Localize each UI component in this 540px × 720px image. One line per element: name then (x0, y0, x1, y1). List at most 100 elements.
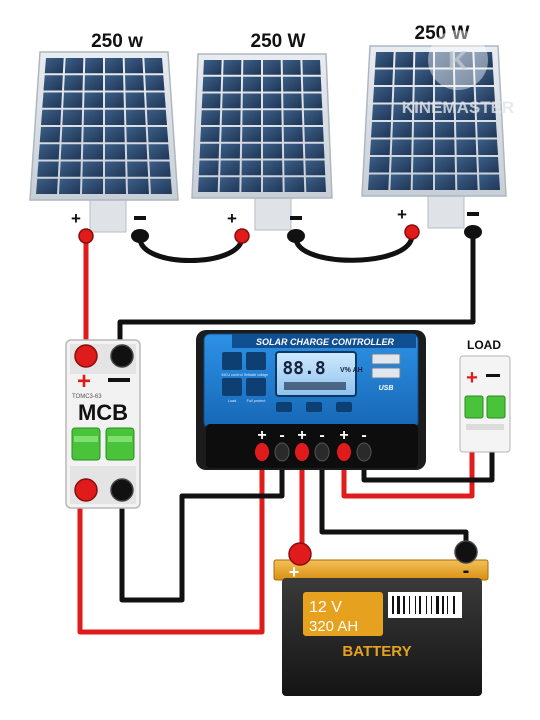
panel-cell (475, 69, 494, 85)
controller-label-mcu: MCU control (221, 373, 242, 377)
panel-cell (222, 76, 242, 92)
panel-cell (64, 75, 83, 91)
panel-cell (263, 76, 282, 92)
panel-cell (477, 139, 498, 155)
panel-cell (105, 178, 126, 194)
panel-cell (203, 60, 222, 75)
panel-cell (59, 178, 81, 194)
barcode-bar (419, 596, 421, 614)
controller-down-button[interactable] (336, 402, 352, 412)
panel-minus-sign (134, 216, 146, 220)
panel-cell (223, 60, 242, 75)
panel-positive-terminal[interactable] (234, 228, 250, 244)
controller-battery-positive-terminal[interactable] (295, 443, 309, 461)
panel-negative-terminal[interactable] (287, 229, 305, 243)
panel-cell (263, 93, 282, 109)
panel-cell (61, 127, 82, 143)
wire-panel1-panel2 (137, 235, 245, 263)
panel-cell (302, 60, 321, 75)
panel-cell (455, 69, 474, 85)
panel-cell (456, 122, 476, 138)
barcode-bar (397, 596, 400, 614)
panel-cell (263, 127, 282, 142)
load-breaker-toggle-left[interactable] (464, 395, 484, 419)
panel-cell (455, 104, 475, 120)
panel-cell (476, 104, 496, 120)
barcode-bar (403, 596, 405, 614)
load-breaker-toggle-right[interactable] (486, 395, 506, 419)
mcb-output-positive-terminal[interactable] (74, 478, 98, 502)
panel-cell (124, 58, 144, 74)
panel-cell (84, 92, 103, 108)
panel-cell (146, 92, 166, 108)
mcb-toggle-left[interactable] (71, 427, 101, 461)
mcb-input-positive-terminal[interactable] (74, 344, 98, 368)
panel-cell (63, 92, 83, 108)
solar-panel-1: 250 w + (29, 31, 179, 244)
controller-menu-button[interactable] (276, 402, 292, 412)
controller-load-positive-terminal[interactable] (337, 443, 351, 461)
panel-cell (435, 174, 456, 190)
panel-cell (42, 92, 62, 108)
controller-solar-negative-terminal[interactable] (274, 442, 290, 462)
controller-terminal-sign: + (339, 427, 348, 444)
panel-cell (241, 177, 261, 192)
panel-cell (105, 144, 126, 160)
controller-terminal-signs: + - + - + - (257, 427, 366, 444)
panel-cell (126, 144, 148, 160)
panel-cell (263, 60, 281, 75)
load-label: LOAD (467, 338, 501, 352)
panel-positive-terminal[interactable] (404, 224, 420, 240)
panel-cell (241, 143, 261, 159)
controller-lcd-units: V% AH (340, 367, 363, 374)
controller-solar-positive-terminal[interactable] (255, 443, 269, 461)
panel-cell (263, 143, 283, 159)
controller-battery-negative-terminal[interactable] (314, 442, 330, 462)
barcode-bar (426, 596, 427, 614)
panel-cell (303, 110, 323, 125)
panel-negative-terminal[interactable] (464, 225, 482, 239)
panel-cell (241, 160, 261, 176)
panel-cell (370, 139, 391, 155)
panel-cell (201, 110, 221, 125)
mcb-toggle-right[interactable] (105, 427, 135, 461)
panel-cell (126, 127, 147, 143)
mcb-output-negative-terminal[interactable] (110, 478, 134, 502)
panel-cell (414, 104, 433, 120)
panel-cell (145, 75, 165, 91)
barcode-bar (431, 596, 432, 614)
controller-usb-port-1[interactable] (371, 353, 401, 365)
panel-frame (29, 51, 179, 201)
panel-cell (219, 177, 240, 192)
panel-cell (222, 93, 241, 109)
panel-cell (474, 52, 493, 68)
panel-cell (44, 58, 64, 74)
panel-cell (475, 87, 495, 103)
controller-up-button[interactable] (306, 402, 322, 412)
panel-negative-terminal[interactable] (131, 229, 149, 243)
panel-positive-terminal[interactable] (78, 228, 94, 244)
controller-usb-port-2[interactable] (371, 367, 401, 379)
panel-cell (369, 157, 390, 173)
panel-cell (395, 52, 414, 68)
solar-panel-3: 250 W + (361, 23, 507, 240)
panel-cell (221, 127, 241, 142)
battery-positive-terminal[interactable] (288, 542, 312, 566)
panel-cell (282, 60, 301, 75)
panel-cell (394, 69, 413, 85)
panel-cell (305, 177, 326, 192)
mcb-input-negative-terminal[interactable] (110, 344, 134, 368)
panel-cell (39, 127, 61, 143)
panel-cell (435, 122, 455, 138)
panel-cell (105, 92, 124, 108)
solar-panel-2: 250 W + (191, 31, 333, 244)
controller-load-negative-terminal[interactable] (356, 442, 372, 462)
panel-cell (455, 87, 475, 103)
panel-cell (149, 161, 171, 177)
panel-cell (413, 139, 433, 155)
wire-controller-load-pos (341, 443, 475, 499)
battery-plus-sign: + (289, 562, 300, 582)
battery-negative-terminal[interactable] (454, 540, 478, 564)
panel-cell (478, 157, 499, 173)
